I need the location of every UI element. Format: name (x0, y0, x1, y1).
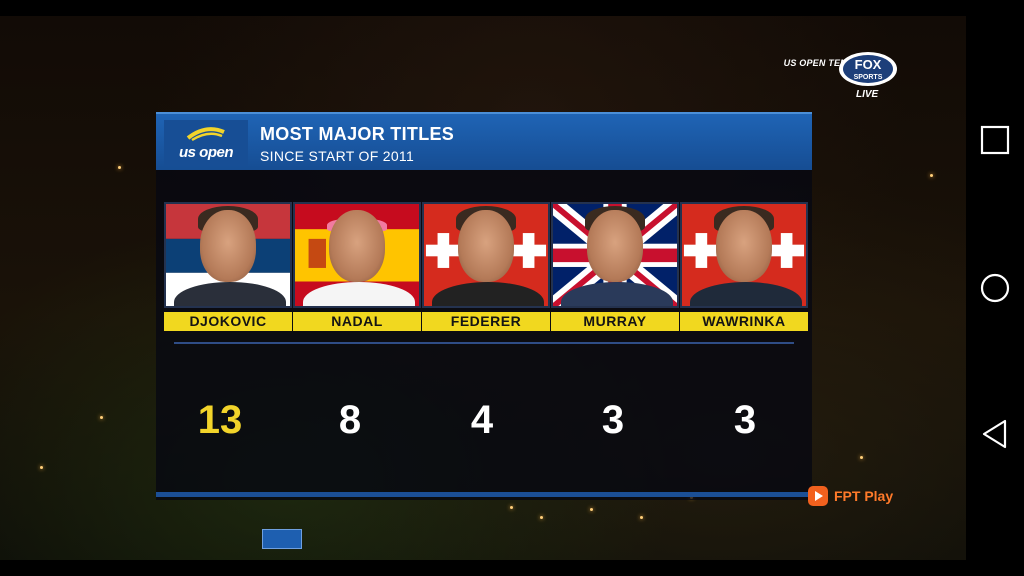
player-photo (164, 202, 292, 308)
fox-sports-logo: FOX SPORTS (839, 52, 897, 86)
svg-text:FOX: FOX (855, 57, 882, 72)
us-open-swoosh-icon (186, 126, 225, 141)
stadium-light (118, 166, 121, 169)
title-count-murray: 3 (601, 398, 625, 442)
stadium-light (640, 516, 643, 519)
stadium-light (860, 456, 863, 459)
stadium-light (40, 466, 43, 469)
title-count-federer: 4 (470, 398, 494, 442)
fpt-play-label: FPT Play (834, 488, 894, 504)
player-name: NADAL (293, 312, 421, 331)
player-photo (680, 202, 808, 308)
svg-text:SPORTS: SPORTS (854, 74, 883, 81)
divider-line (174, 342, 794, 344)
live-label: LIVE (856, 89, 879, 100)
player-card-nadal: NADAL (293, 202, 421, 331)
stadium-sign (262, 529, 302, 549)
player-name: WAWRINKA (680, 312, 808, 331)
player-photo (551, 202, 679, 308)
player-photo (293, 202, 421, 308)
stadium-light (590, 508, 593, 511)
player-name: MURRAY (551, 312, 679, 331)
stadium-light (930, 174, 933, 177)
player-card-federer: FEDERER (422, 202, 550, 331)
player-name: DJOKOVIC (164, 312, 292, 331)
us-open-logo: us open (164, 120, 248, 166)
title-count-wawrinka: 3 (733, 398, 757, 442)
graphic-header: us open MOST MAJOR TITLES SINCE START OF… (156, 112, 812, 170)
play-icon (808, 486, 828, 506)
graphic-subtitle: SINCE START OF 2011 (260, 148, 415, 164)
player-photo (422, 202, 550, 308)
title-count-djokovic: 13 (197, 398, 243, 442)
fpt-play-watermark: FPT Play (808, 486, 893, 506)
home-circle-icon[interactable] (979, 272, 1011, 304)
stats-graphic: us open MOST MAJOR TITLES SINCE START OF… (156, 112, 812, 500)
stadium-light (510, 506, 513, 509)
android-navigation-bar (966, 0, 1024, 576)
player-card-djokovic: DJOKOVIC (164, 202, 292, 331)
player-card-murray: MURRAY (551, 202, 679, 331)
player-name: FEDERER (422, 312, 550, 331)
graphic-title: MOST MAJOR TITLES (260, 124, 455, 144)
title-count-nadal: 8 (338, 398, 362, 442)
back-triangle-icon[interactable] (979, 418, 1011, 450)
graphic-bottom-bar (156, 492, 812, 497)
stadium-light (540, 516, 543, 519)
stadium-light (100, 416, 103, 419)
us-open-wordmark: us open (178, 143, 234, 161)
event-title: US OPEN TENNIS 2018 (783, 58, 886, 68)
player-card-wawrinka: WAWRINKA (680, 202, 808, 331)
recents-square-icon[interactable] (979, 124, 1011, 156)
